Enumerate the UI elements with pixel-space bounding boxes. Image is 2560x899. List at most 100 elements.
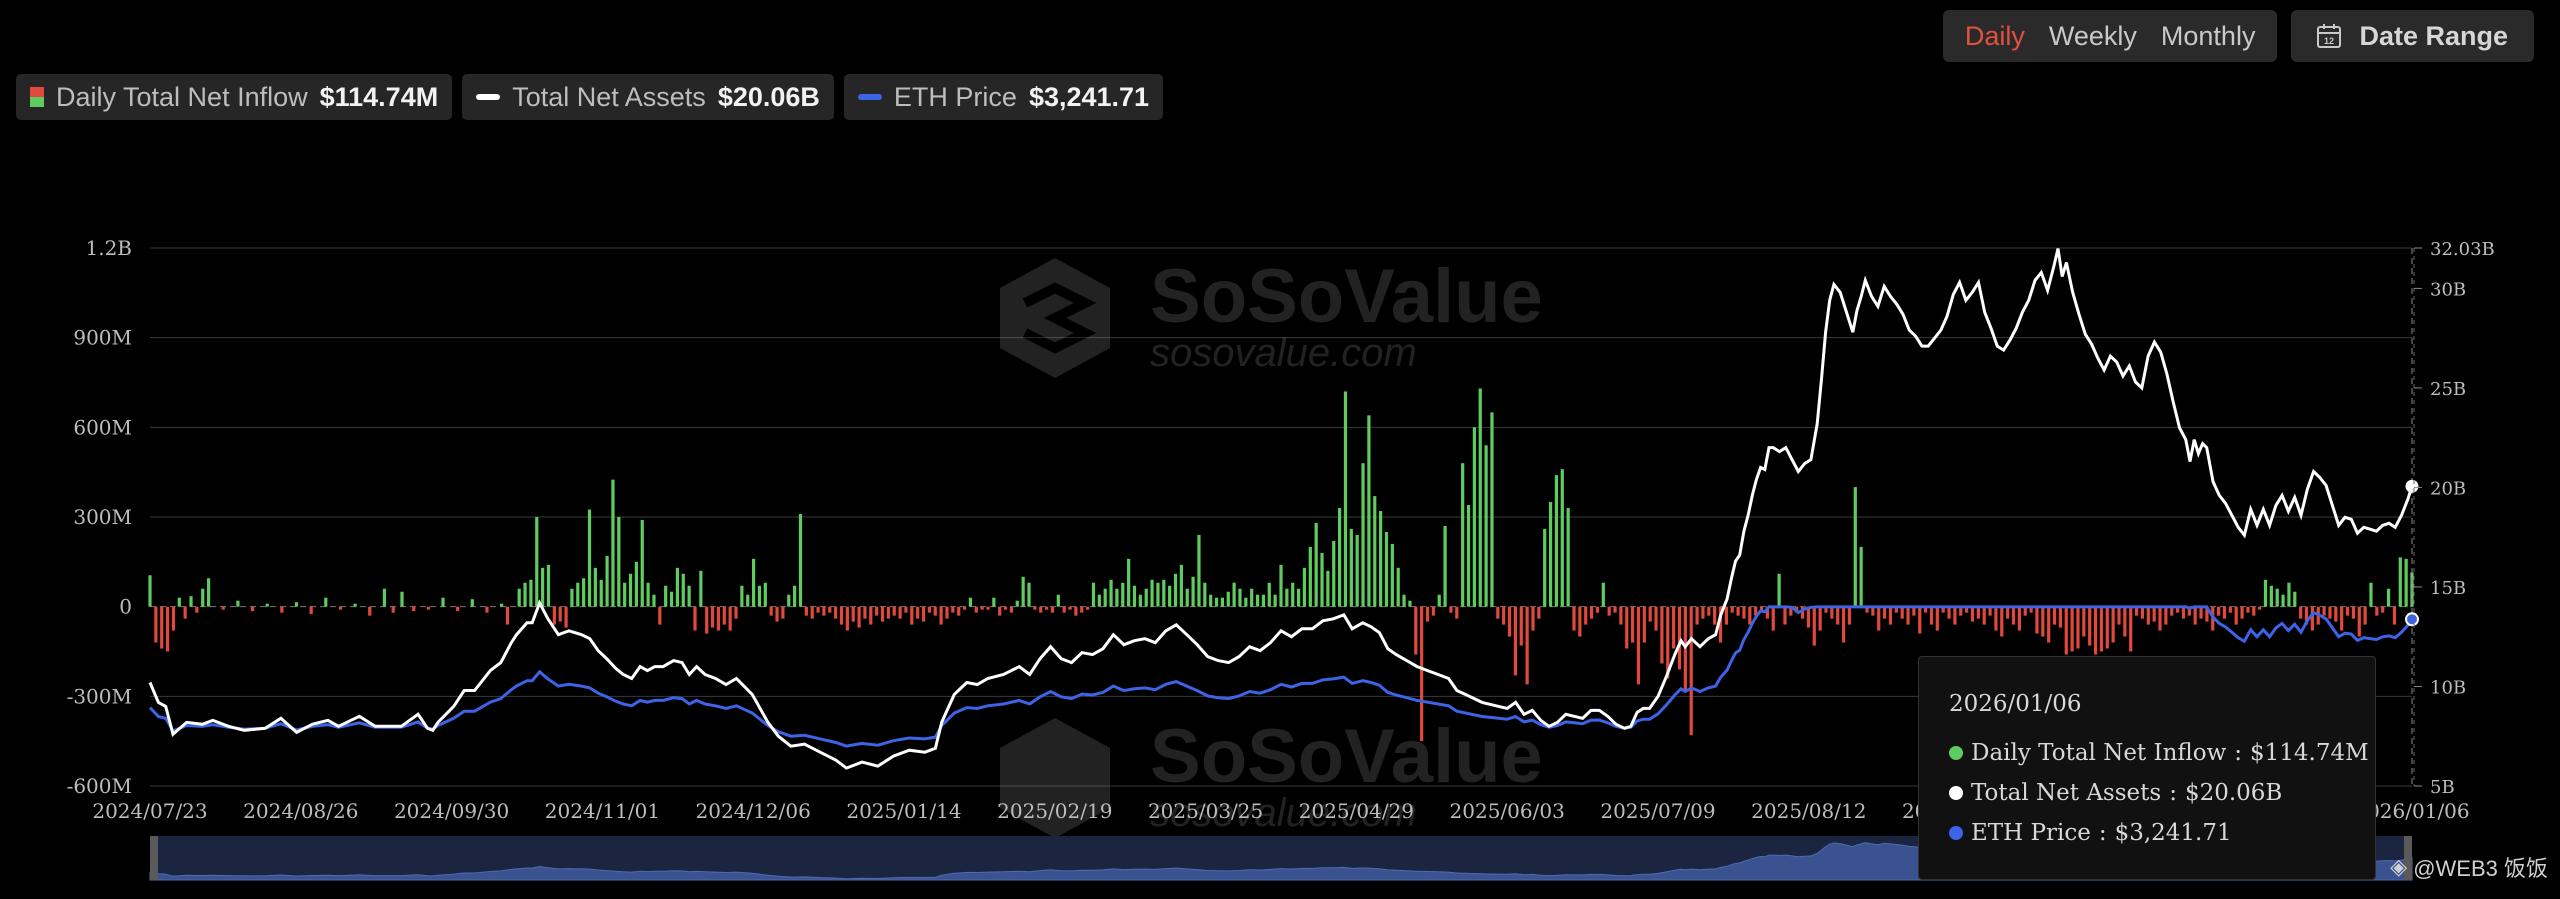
inflow-bar <box>775 606 779 622</box>
inflow-bar <box>1209 594 1213 607</box>
inflow-bar <box>1431 606 1435 616</box>
inflow-bar <box>2240 606 2244 619</box>
inflow-bar <box>1044 606 1049 610</box>
range-toolbar: Daily Weekly Monthly 12 Date Range <box>1942 10 2534 62</box>
tooltip-inflow-label: Daily Total Net Inflow <box>1971 740 2227 766</box>
range-monthly-button[interactable]: Monthly <box>2160 20 2256 51</box>
inflow-bar <box>1150 579 1154 607</box>
inflow-bar <box>1701 606 1705 619</box>
tooltip-row-assets: Total Net Assets: $20.06B <box>1949 773 2375 813</box>
inflow-bar <box>957 606 961 616</box>
inflow-bar <box>693 606 697 631</box>
inflow-bar <box>1859 546 1863 607</box>
inflow-bar <box>1648 606 1652 622</box>
inflow-bar <box>1326 570 1330 607</box>
inflow-bar <box>2222 606 2227 619</box>
right-axis-labels: 32.03B 30B 25B 20B 15B 10B 5B <box>2413 239 2495 798</box>
range-daily-button[interactable]: Daily <box>1964 20 2025 51</box>
inflow-bar <box>1343 391 1348 607</box>
inflow-bar <box>1484 445 1488 607</box>
inflow-bar <box>634 561 638 607</box>
inflow-bar <box>1672 606 1676 649</box>
inflow-bar <box>751 558 756 607</box>
inflow-bar <box>939 606 943 625</box>
inflow-bar <box>1841 606 1846 643</box>
inflow-bar <box>1713 606 1717 625</box>
inflow-bar <box>980 606 984 610</box>
inflow-bar <box>2375 606 2379 616</box>
inflow-bar <box>1970 606 1975 622</box>
range-weekly-button[interactable]: Weekly <box>2048 20 2137 51</box>
inflow-bar <box>2158 606 2162 631</box>
inflow-bar <box>2340 606 2344 631</box>
inflow-bar <box>587 509 592 607</box>
inflow-bar <box>2381 606 2385 613</box>
navigator-left-handle[interactable] <box>150 836 158 880</box>
inflow-bar <box>2175 606 2180 613</box>
inflow-bar <box>1021 576 1025 607</box>
inflow-bar <box>1455 606 1459 619</box>
inflow-bar <box>705 606 709 634</box>
x-tick-label: 2024/11/01 <box>545 799 660 823</box>
inflow-bar <box>1168 585 1172 607</box>
inflow-bar <box>1244 597 1248 607</box>
legend-item-price[interactable]: ETH Price $3,241.71 <box>843 74 1164 120</box>
inflow-bar <box>1783 606 1787 625</box>
inflow-bar <box>1302 567 1307 607</box>
inflow-bar <box>781 606 785 619</box>
inflow-bar <box>1578 606 1582 637</box>
inflow-bar <box>1935 606 1939 631</box>
tooltip-price-dot <box>1949 826 1963 840</box>
inflow-bar <box>1027 582 1031 607</box>
inflow-bars <box>148 388 2414 742</box>
tooltip-assets-value: $20.06B <box>2184 780 2283 806</box>
inflow-bar <box>1156 582 1160 607</box>
inflow-bar <box>1894 606 1898 613</box>
right-tick-label: 20B <box>2430 478 2466 499</box>
inflow-bar <box>183 606 187 619</box>
inflow-bar <box>628 573 633 607</box>
inflow-bar <box>2234 606 2238 625</box>
inflow-bar <box>2392 606 2397 625</box>
inflow-bar <box>1513 606 1518 676</box>
inflow-bar <box>2193 606 2197 625</box>
inflow-bar <box>160 606 164 649</box>
x-tick-label: 2024/12/06 <box>696 799 811 823</box>
navigator-right-handle[interactable] <box>2404 836 2412 880</box>
left-tick-label: 900M <box>73 326 132 350</box>
inflow-bar <box>280 606 284 613</box>
legend-item-inflow[interactable]: Daily Total Net Inflow $114.74M <box>16 74 453 120</box>
inflow-bar <box>1332 540 1336 607</box>
inflow-bar <box>863 606 867 619</box>
inflow-bar <box>2088 606 2092 646</box>
inflow-bar <box>1742 606 1746 619</box>
left-axis-labels: 1.2B 900M 600M 300M 0 -300M -600M <box>67 236 132 798</box>
inflow-bar <box>541 567 545 607</box>
inflow-bar <box>828 606 832 613</box>
inflow-bar <box>1437 594 1441 607</box>
inflow-bar <box>2099 606 2104 652</box>
tooltip-row-price: ETH Price: $3,241.71 <box>1949 813 2375 853</box>
inflow-bar <box>1138 594 1142 607</box>
tooltip-price-value: $3,241.71 <box>2114 820 2232 846</box>
inflow-bar <box>1754 606 1758 616</box>
inflow-bar <box>391 606 395 613</box>
inflow-bar <box>1777 573 1781 607</box>
inflow-bar <box>916 606 920 619</box>
inflow-bar <box>2123 606 2127 637</box>
inflow-bar <box>1074 606 1078 616</box>
x-tick-label: 2024/09/30 <box>394 799 509 823</box>
inflow-bar <box>1707 606 1711 616</box>
left-tick-label: 1.2B <box>85 236 132 260</box>
inflow-bar <box>1173 573 1178 607</box>
inflow-bar <box>294 602 299 607</box>
inflow-bar <box>1806 606 1811 628</box>
inflow-bar <box>1812 606 1816 646</box>
inflow-bar <box>1560 469 1564 607</box>
inflow-bar <box>599 579 603 607</box>
inflow-bar <box>505 606 510 625</box>
legend-item-assets[interactable]: Total Net Assets $20.06B <box>462 74 834 120</box>
inflow-bar <box>368 606 372 616</box>
inflow-bar <box>675 567 680 607</box>
date-range-button[interactable]: 12 Date Range <box>2291 10 2534 62</box>
